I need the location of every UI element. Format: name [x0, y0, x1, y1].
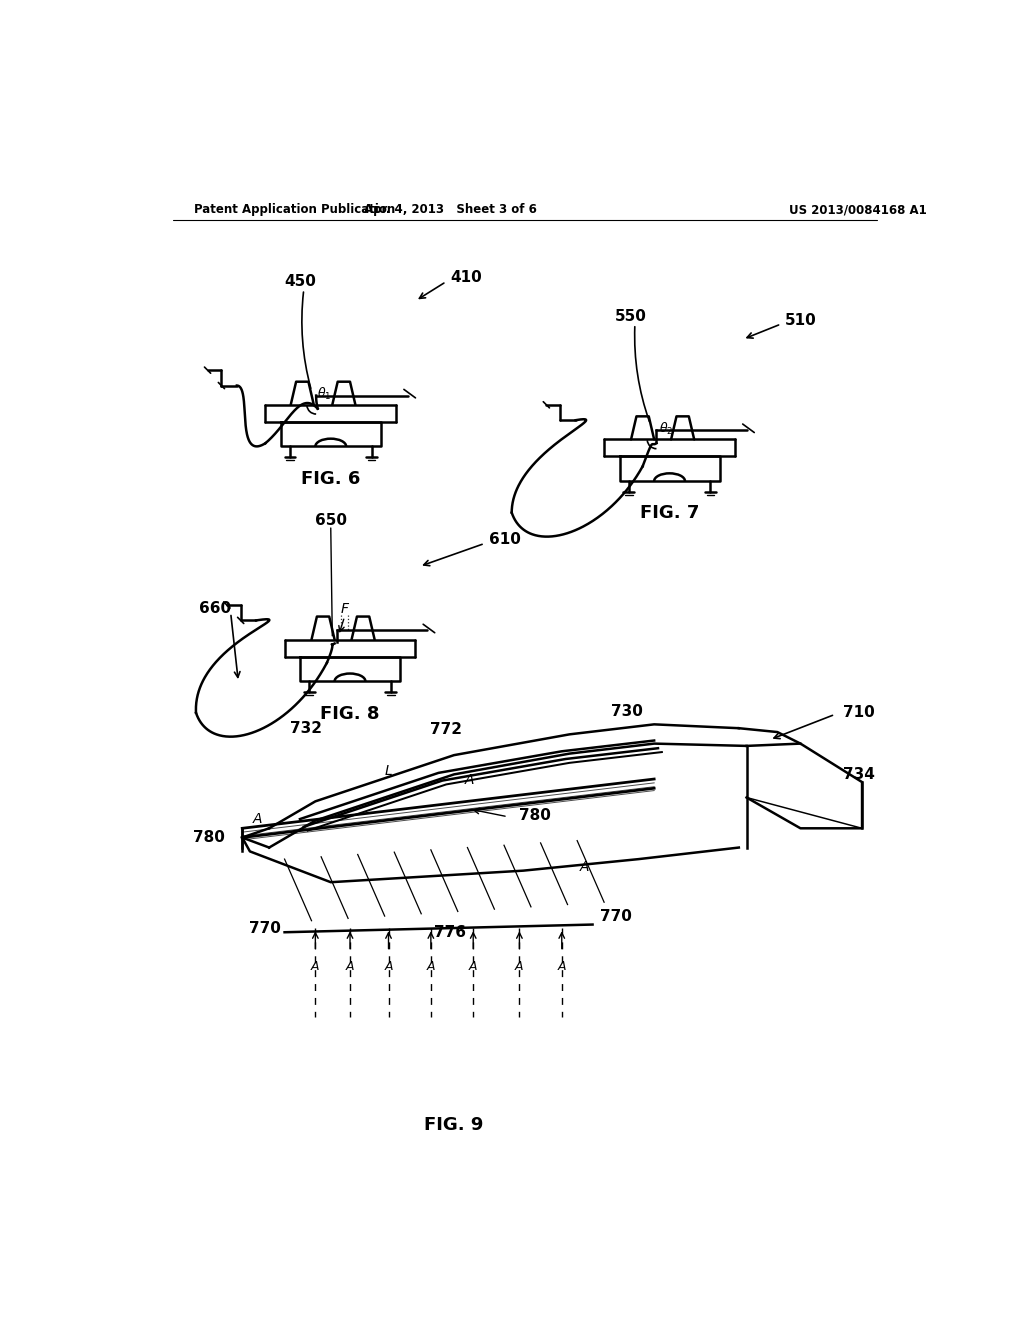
Text: 732: 732	[290, 721, 323, 735]
Text: 780: 780	[519, 808, 551, 822]
Text: A: A	[427, 961, 435, 973]
Text: Apr. 4, 2013   Sheet 3 of 6: Apr. 4, 2013 Sheet 3 of 6	[364, 203, 537, 216]
Text: A: A	[253, 812, 262, 826]
Text: 770: 770	[250, 921, 282, 936]
Text: F: F	[341, 602, 348, 616]
Text: FIG. 7: FIG. 7	[640, 504, 699, 523]
Text: 780: 780	[193, 830, 224, 845]
Text: L: L	[385, 763, 392, 777]
Text: 660: 660	[200, 602, 231, 616]
Text: A: A	[311, 961, 319, 973]
Text: FIG. 8: FIG. 8	[321, 705, 380, 722]
Text: 710: 710	[843, 705, 874, 721]
Text: 650: 650	[314, 512, 347, 528]
Text: FIG. 6: FIG. 6	[301, 470, 360, 487]
Text: $\theta_1$: $\theta_1$	[316, 385, 331, 403]
Text: 730: 730	[611, 704, 643, 719]
Text: US 2013/0084168 A1: US 2013/0084168 A1	[788, 203, 927, 216]
Text: Patent Application Publication: Patent Application Publication	[195, 203, 395, 216]
Text: 610: 610	[488, 532, 520, 546]
Text: A: A	[346, 961, 354, 973]
Text: 410: 410	[451, 271, 482, 285]
Text: 770: 770	[600, 909, 632, 924]
Text: 734: 734	[843, 767, 874, 781]
Text: A: A	[469, 961, 477, 973]
Text: A: A	[515, 961, 523, 973]
Text: $\theta_2$: $\theta_2$	[658, 421, 673, 437]
Text: A: A	[465, 772, 474, 787]
Text: 776: 776	[434, 925, 466, 940]
Text: 772: 772	[430, 722, 462, 738]
Text: FIG. 9: FIG. 9	[424, 1115, 483, 1134]
Text: A: A	[557, 961, 566, 973]
Text: A: A	[581, 859, 590, 874]
Text: 450: 450	[284, 275, 315, 289]
Text: 550: 550	[615, 309, 647, 323]
Text: 510: 510	[785, 313, 817, 327]
Text: A: A	[384, 961, 393, 973]
